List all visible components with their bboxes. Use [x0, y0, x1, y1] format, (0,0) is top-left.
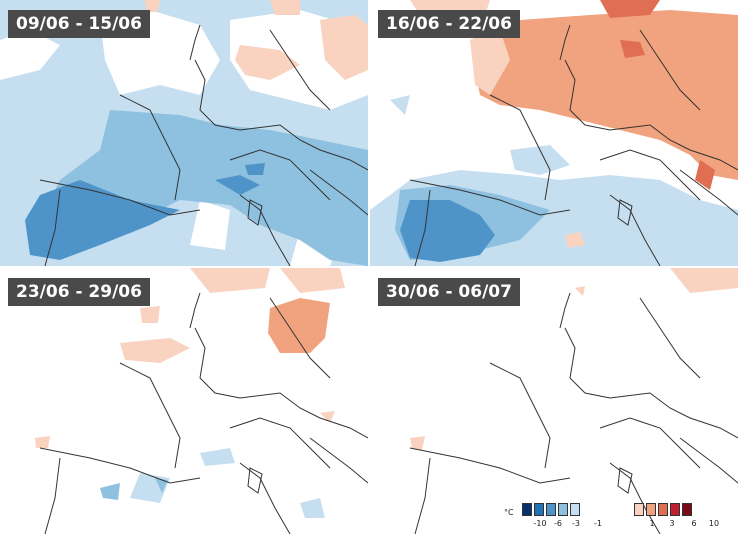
map-panel-week-2: 16/06 - 22/06: [370, 0, 738, 266]
week-label: 09/06 - 15/06: [8, 10, 150, 38]
legend-swatch-neg-5: [570, 503, 580, 516]
legend-swatch-pos-2: [646, 503, 656, 516]
legend-tick: 3: [669, 519, 675, 528]
week-label: 16/06 - 22/06: [378, 10, 520, 38]
legend-swatch-neg-1: [522, 503, 532, 516]
legend-tick: 10: [708, 519, 720, 528]
legend-tick: 1: [649, 519, 655, 528]
legend-tick: -6: [554, 519, 562, 528]
legend-swatch-pos-1: [634, 503, 644, 516]
legend-tick: -1: [594, 519, 602, 528]
week-label: 23/06 - 29/06: [8, 278, 150, 306]
week-label: 30/06 - 06/07: [378, 278, 520, 306]
legend-swatch-neg-3: [546, 503, 556, 516]
legend-swatch-pos-5: [682, 503, 692, 516]
anomaly-map: [0, 268, 368, 534]
legend-tick: -3: [572, 519, 580, 528]
anomaly-map: [370, 0, 738, 266]
legend-swatch-pos-4: [670, 503, 680, 516]
anomaly-map: [370, 268, 738, 534]
map-panel-week-4: 30/06 - 06/07: [370, 268, 738, 534]
legend-swatch-neg-2: [534, 503, 544, 516]
legend-tick: -10: [533, 519, 547, 528]
legend-swatch-neg-4: [558, 503, 568, 516]
color-legend: °C -10 -6 -3 -1 1 3 6 10: [498, 500, 738, 534]
map-panel-week-1: 09/06 - 15/06: [0, 0, 368, 266]
anomaly-map: [0, 0, 368, 266]
legend-unit: °C: [504, 508, 514, 517]
legend-tick: 6: [691, 519, 697, 528]
legend-swatch-pos-3: [658, 503, 668, 516]
map-panel-week-3: 23/06 - 29/06: [0, 268, 368, 534]
